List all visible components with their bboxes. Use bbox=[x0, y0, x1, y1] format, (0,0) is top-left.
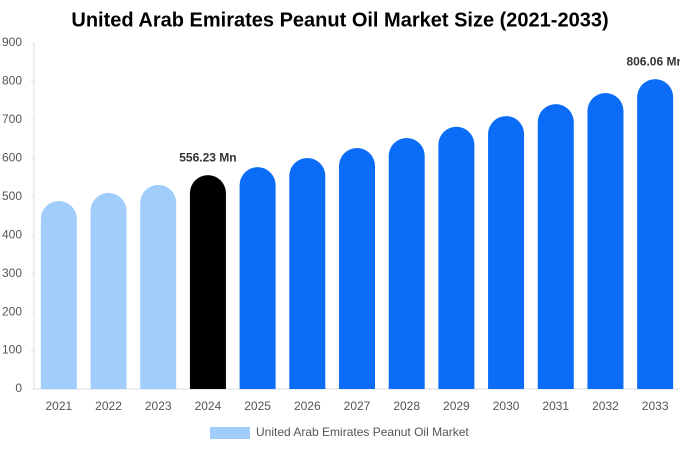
x-tick-label: 2022 bbox=[95, 399, 122, 413]
bar bbox=[289, 157, 326, 389]
y-tick-label: 600 bbox=[2, 151, 22, 165]
bar bbox=[388, 137, 425, 389]
bar bbox=[488, 116, 525, 389]
x-tick-label: 2028 bbox=[393, 399, 420, 413]
y-tick-label: 700 bbox=[2, 112, 22, 126]
bar bbox=[637, 79, 674, 389]
bar bbox=[40, 201, 77, 389]
legend-swatch bbox=[210, 427, 250, 439]
x-tick-label: 2025 bbox=[244, 399, 271, 413]
x-tick-label: 2031 bbox=[542, 399, 569, 413]
x-tick-label: 2023 bbox=[145, 399, 172, 413]
bar bbox=[90, 192, 127, 389]
bar bbox=[438, 126, 475, 389]
y-tick-label: 500 bbox=[2, 189, 22, 203]
y-tick-label: 400 bbox=[2, 227, 22, 241]
y-tick-label: 300 bbox=[2, 266, 22, 280]
bar bbox=[587, 92, 624, 389]
chart-title: United Arab Emirates Peanut Oil Market S… bbox=[71, 9, 608, 31]
x-tick-label: 2026 bbox=[294, 399, 321, 413]
x-tick-label: 2027 bbox=[344, 399, 371, 413]
x-tick-label: 2021 bbox=[45, 399, 72, 413]
y-tick-label: 800 bbox=[2, 74, 22, 88]
value-label: 556.23 Mn bbox=[179, 150, 236, 164]
x-tick-label: 2032 bbox=[592, 399, 619, 413]
bar bbox=[537, 104, 574, 390]
bar bbox=[189, 175, 226, 389]
x-tick-label: 2030 bbox=[493, 399, 520, 413]
y-tick-label: 200 bbox=[2, 304, 22, 318]
y-tick-label: 0 bbox=[15, 381, 22, 395]
value-label: 806.06 Mn bbox=[626, 54, 680, 68]
x-tick-label: 2033 bbox=[642, 399, 669, 413]
x-tick-label: 2024 bbox=[195, 399, 222, 413]
bar bbox=[239, 167, 276, 389]
x-tick-label: 2029 bbox=[443, 399, 470, 413]
legend-label: United Arab Emirates Peanut Oil Market bbox=[256, 425, 469, 439]
y-tick-label: 900 bbox=[2, 35, 22, 49]
bar bbox=[339, 147, 375, 389]
bar bbox=[140, 184, 177, 389]
y-tick-label: 100 bbox=[2, 343, 22, 357]
